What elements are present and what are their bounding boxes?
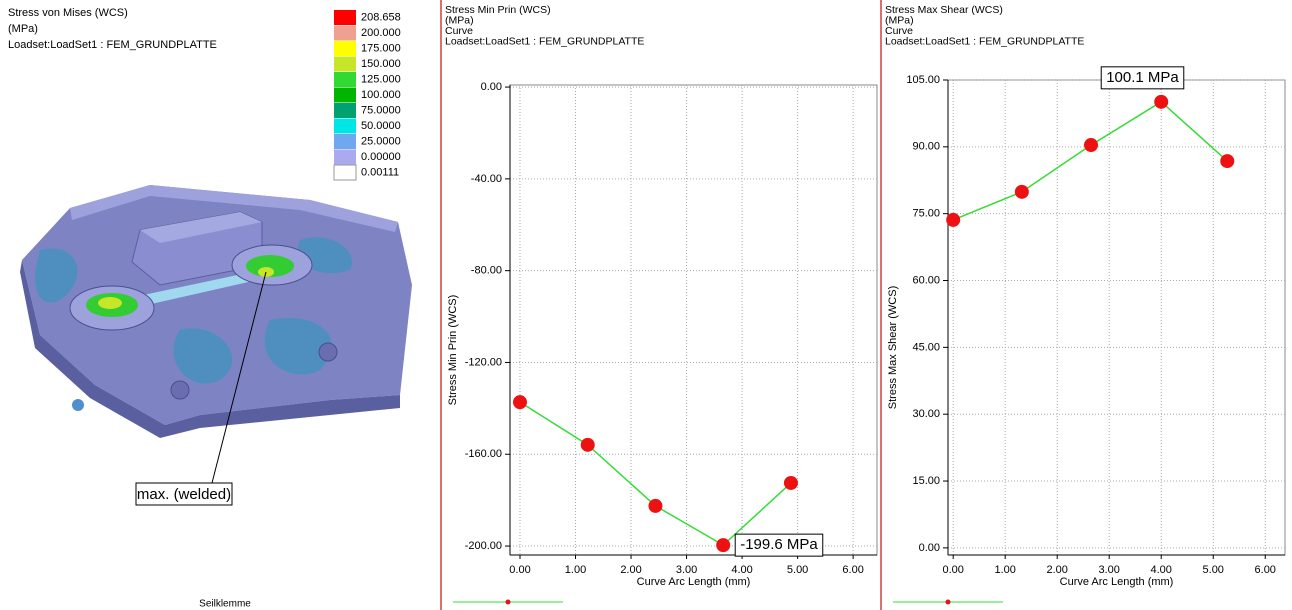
y-tick-label: -40.00 xyxy=(471,173,502,185)
x-tick-label: 1.00 xyxy=(565,564,586,576)
legend-label: 50.0000 xyxy=(361,120,401,132)
legend-swatch xyxy=(334,165,356,180)
x-tick-label: 0.00 xyxy=(509,564,530,576)
y-tick-label: 0.00 xyxy=(919,542,940,554)
plot-frame xyxy=(510,85,877,555)
legend-swatch xyxy=(334,119,356,134)
x-tick-label: 0.00 xyxy=(942,564,963,576)
x-tick-label: 4.00 xyxy=(731,564,752,576)
fringe-unit: (MPa) xyxy=(8,23,38,35)
legend-swatch xyxy=(334,150,356,165)
legend-swatch xyxy=(334,72,356,87)
fringe-legend: 208.658 200.000 175.000 150.000 125.000 100.0… xyxy=(334,10,401,180)
x-tick-label: 3.00 xyxy=(1099,564,1120,576)
annotation: max. (welded) xyxy=(137,486,231,503)
legend-swatch xyxy=(334,41,356,56)
legend-swatch xyxy=(334,134,356,149)
x-tick-label: 5.00 xyxy=(1203,564,1224,576)
legend-label: 0.00111 xyxy=(361,166,399,178)
data-point xyxy=(946,213,960,227)
y-tick-label: 30.00 xyxy=(912,408,940,420)
fem-model xyxy=(20,185,412,505)
legend-label: 100.000 xyxy=(361,89,401,101)
x-tick-label: 2.00 xyxy=(1047,564,1068,576)
fringe-loadset: Loadset:LoadSet1 : FEM_GRUNDPLATTE xyxy=(8,39,217,51)
y-tick-label: 0.00 xyxy=(481,81,502,93)
series-line xyxy=(520,402,791,545)
y-axis-label: Stress Max Shear (WCS) xyxy=(887,286,899,409)
x-axis-label: Curve Arc Length (mm) xyxy=(637,576,751,588)
x-tick-label: 6.00 xyxy=(842,564,863,576)
y-tick-label: 105.00 xyxy=(906,74,940,86)
chart-loadset: Loadset:LoadSet1 : FEM_GRUNDPLATTE xyxy=(885,35,1084,47)
y-tick-label: 60.00 xyxy=(912,274,940,286)
legend-label: 25.0000 xyxy=(361,135,401,147)
data-point xyxy=(1084,138,1098,152)
legend-swatch xyxy=(334,10,356,25)
x-tick-label: 4.00 xyxy=(1151,564,1172,576)
legend-marker xyxy=(506,600,511,605)
y-tick-label: 45.00 xyxy=(912,341,940,353)
y-axis-label: Stress Min Prin (WCS) xyxy=(447,295,459,406)
legend-marker xyxy=(946,600,951,605)
series-line xyxy=(953,102,1227,220)
legend-swatch xyxy=(334,103,356,118)
x-tick-label: 5.00 xyxy=(787,564,808,576)
legend-label: 75.0000 xyxy=(361,104,401,116)
y-tick-label: -120.00 xyxy=(465,356,502,368)
caption: Seilklemme xyxy=(199,599,251,610)
x-tick-label: 3.00 xyxy=(676,564,697,576)
y-tick-label: 90.00 xyxy=(912,141,940,153)
screen: Stress von Mises (WCS) (MPa) Loadset:Loa… xyxy=(0,0,1292,610)
data-point xyxy=(1220,154,1234,168)
data-point xyxy=(581,438,595,452)
chart-loadset: Loadset:LoadSet1 : FEM_GRUNDPLATTE xyxy=(445,35,644,47)
data-point xyxy=(1154,95,1168,109)
data-point xyxy=(648,499,662,513)
legend-swatch xyxy=(334,57,356,72)
data-point xyxy=(513,395,527,409)
y-tick-label: 15.00 xyxy=(912,475,940,487)
legend-label: 0.00000 xyxy=(361,151,401,163)
legend-swatch xyxy=(334,88,356,103)
fringe-title: Stress von Mises (WCS) xyxy=(8,7,128,19)
legend-label: 208.658 xyxy=(361,11,401,23)
data-point xyxy=(716,538,730,552)
x-axis-label: Curve Arc Length (mm) xyxy=(1060,576,1174,588)
y-tick-label: -80.00 xyxy=(471,265,502,277)
legend-label: 125.000 xyxy=(361,73,401,85)
plot-frame xyxy=(948,80,1285,555)
x-tick-label: 2.00 xyxy=(620,564,641,576)
annotation: -199.6 MPa xyxy=(740,536,818,553)
x-tick-label: 6.00 xyxy=(1255,564,1276,576)
y-tick-label: -200.00 xyxy=(465,540,502,552)
data-point xyxy=(784,476,798,490)
legend-swatch xyxy=(334,26,356,41)
y-tick-label: -160.00 xyxy=(465,448,502,460)
legend-label: 200.000 xyxy=(361,27,401,39)
x-tick-label: 1.00 xyxy=(994,564,1015,576)
data-point xyxy=(1015,185,1029,199)
annotation: 100.1 MPa xyxy=(1106,69,1179,86)
y-tick-label: 75.00 xyxy=(912,208,940,220)
legend-label: 175.000 xyxy=(361,42,401,54)
legend-label: 150.000 xyxy=(361,58,401,70)
